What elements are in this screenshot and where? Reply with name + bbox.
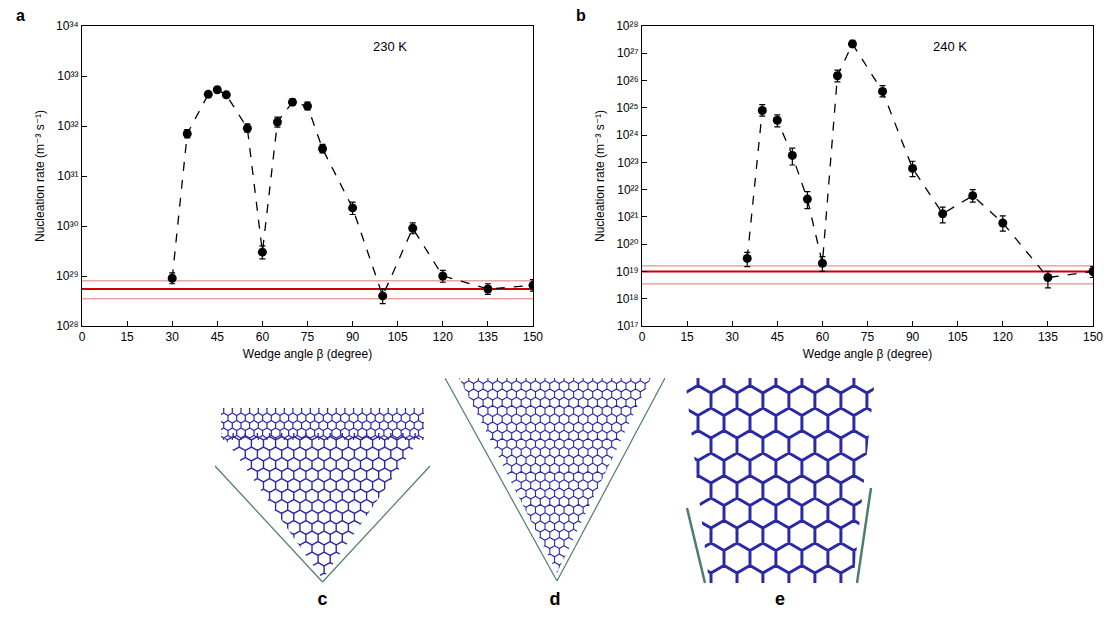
- svg-text:105: 105: [388, 330, 408, 344]
- svg-text:Nucleation rate (m⁻³ s⁻¹): Nucleation rate (m⁻³ s⁻¹): [33, 110, 47, 242]
- svg-text:60: 60: [256, 330, 270, 344]
- svg-text:10³¹: 10³¹: [57, 169, 78, 183]
- svg-text:105: 105: [948, 330, 968, 344]
- html-text:c: c: [317, 589, 328, 609]
- svg-text:10²²: 10²²: [617, 183, 638, 197]
- svg-text:Nucleation rate (m⁻³ s⁻¹): Nucleation rate (m⁻³ s⁻¹): [593, 110, 607, 242]
- svg-text:15: 15: [120, 330, 134, 344]
- svg-text:10³³: 10³³: [57, 69, 78, 83]
- svg-text:120: 120: [433, 330, 453, 344]
- svg-text:10²¹: 10²¹: [617, 210, 638, 224]
- svg-text:135: 135: [1038, 330, 1058, 344]
- svg-text:10²⁶: 10²⁶: [616, 74, 638, 88]
- svg-text:a: a: [16, 7, 25, 24]
- svg-text:10²⁹: 10²⁹: [56, 269, 78, 283]
- svg-text:230 K: 230 K: [373, 39, 407, 54]
- svg-text:10²⁴: 10²⁴: [616, 128, 639, 142]
- svg-text:90: 90: [346, 330, 360, 344]
- svg-text:10³²: 10³²: [57, 119, 78, 133]
- svg-text:75: 75: [301, 330, 315, 344]
- svg-text:10²⁵: 10²⁵: [616, 101, 638, 115]
- svg-text:10¹⁷: 10¹⁷: [617, 319, 639, 333]
- svg-text:10²⁸: 10²⁸: [56, 319, 78, 333]
- svg-text:0: 0: [79, 330, 86, 344]
- svg-text:10³⁴: 10³⁴: [56, 19, 79, 33]
- svg-text:30: 30: [166, 330, 180, 344]
- svg-text:10²³: 10²³: [617, 156, 638, 170]
- svg-text:60: 60: [816, 330, 830, 344]
- svg-text:10²⁸: 10²⁸: [616, 19, 638, 33]
- html-text:e: e: [775, 589, 785, 609]
- html-text:d: d: [549, 589, 561, 609]
- svg-text:Wedge angle β (degree): Wedge angle β (degree): [803, 347, 932, 361]
- svg-text:240 K: 240 K: [933, 39, 967, 54]
- svg-text:0: 0: [639, 330, 646, 344]
- svg-text:150: 150: [523, 330, 543, 344]
- svg-text:135: 135: [478, 330, 498, 344]
- svg-text:10²⁰: 10²⁰: [616, 237, 638, 251]
- svg-text:30: 30: [726, 330, 740, 344]
- svg-text:10¹⁹: 10¹⁹: [616, 265, 638, 279]
- svg-text:75: 75: [861, 330, 875, 344]
- svg-text:10³⁰: 10³⁰: [56, 219, 78, 233]
- svg-text:b: b: [576, 7, 586, 24]
- svg-text:150: 150: [1083, 330, 1103, 344]
- svg-text:120: 120: [993, 330, 1013, 344]
- svg-text:45: 45: [771, 330, 785, 344]
- svg-text:45: 45: [211, 330, 225, 344]
- svg-text:90: 90: [906, 330, 920, 344]
- svg-text:15: 15: [680, 330, 694, 344]
- svg-text:Wedge angle β (degree): Wedge angle β (degree): [243, 347, 372, 361]
- svg-text:10²⁷: 10²⁷: [617, 46, 639, 60]
- svg-text:10¹⁸: 10¹⁸: [616, 292, 638, 306]
